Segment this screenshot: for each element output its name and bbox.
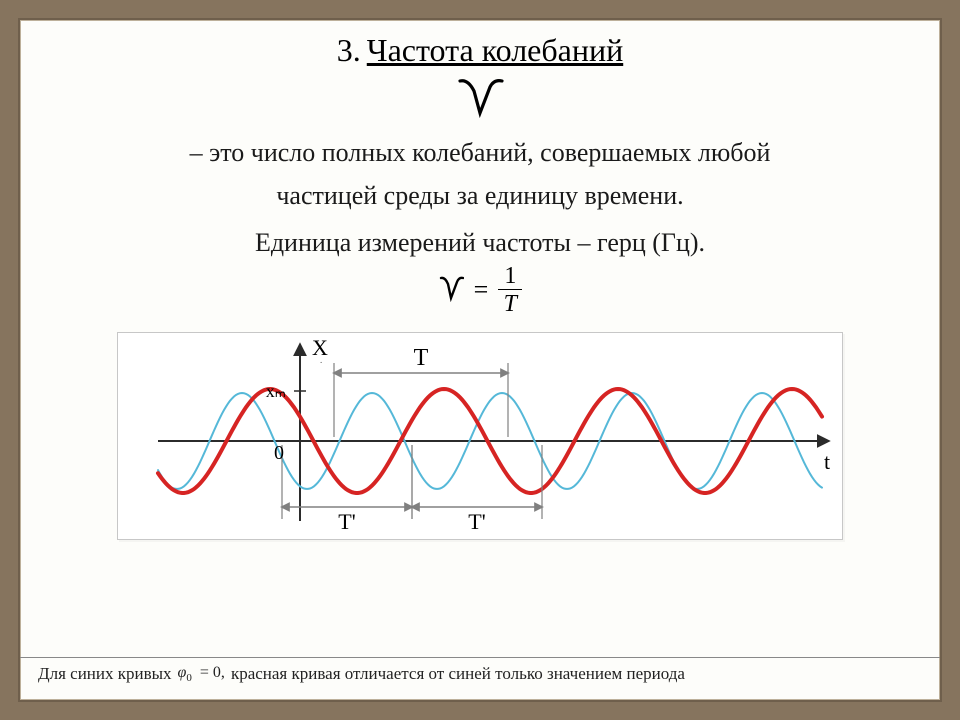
svg-text:T': T': [468, 509, 485, 534]
title-text: Частота колебаний: [367, 32, 623, 68]
caption-phi: φ0 = 0,: [178, 664, 225, 684]
svg-text:.: .: [320, 355, 322, 365]
unit-line: Единица измерений частоты – герц (Гц).: [20, 228, 940, 258]
formula-fraction: 1 T: [498, 264, 522, 316]
formula-denominator: T: [504, 290, 517, 316]
caption: Для синих кривых φ0 = 0, красная кривая …: [20, 657, 940, 684]
title-number: 3.: [337, 32, 361, 68]
caption-post: красная кривая отличается от синей тольк…: [231, 664, 685, 684]
frequency-formula: = 1 T: [20, 264, 940, 320]
definition-line-2: частицей среды за единицу времени.: [276, 181, 683, 210]
definition-text: – это число полных колебаний, совершаемы…: [50, 132, 910, 218]
svg-text:T: T: [414, 345, 429, 371]
slide-frame: 3.Частота колебаний – это число полных к…: [0, 0, 960, 720]
formula-numerator: 1: [498, 264, 522, 290]
svg-text:t: t: [824, 449, 830, 474]
nu-symbol-large: [20, 73, 940, 126]
caption-pre: Для синих кривых: [38, 664, 172, 684]
formula-equals: =: [474, 275, 489, 305]
formula-nu: [438, 272, 464, 307]
definition-line-1: – это число полных колебаний, совершаемы…: [190, 138, 771, 167]
wave-svg: TT'T'X.t0xₘ: [118, 333, 842, 539]
svg-text:T': T': [338, 509, 355, 534]
svg-text:xₘ: xₘ: [266, 381, 286, 401]
svg-text:0: 0: [274, 442, 284, 464]
slide-title: 3.Частота колебаний: [20, 32, 940, 69]
slide-card: 3.Частота колебаний – это число полных к…: [18, 18, 942, 702]
wave-diagram: TT'T'X.t0xₘ: [117, 332, 843, 540]
